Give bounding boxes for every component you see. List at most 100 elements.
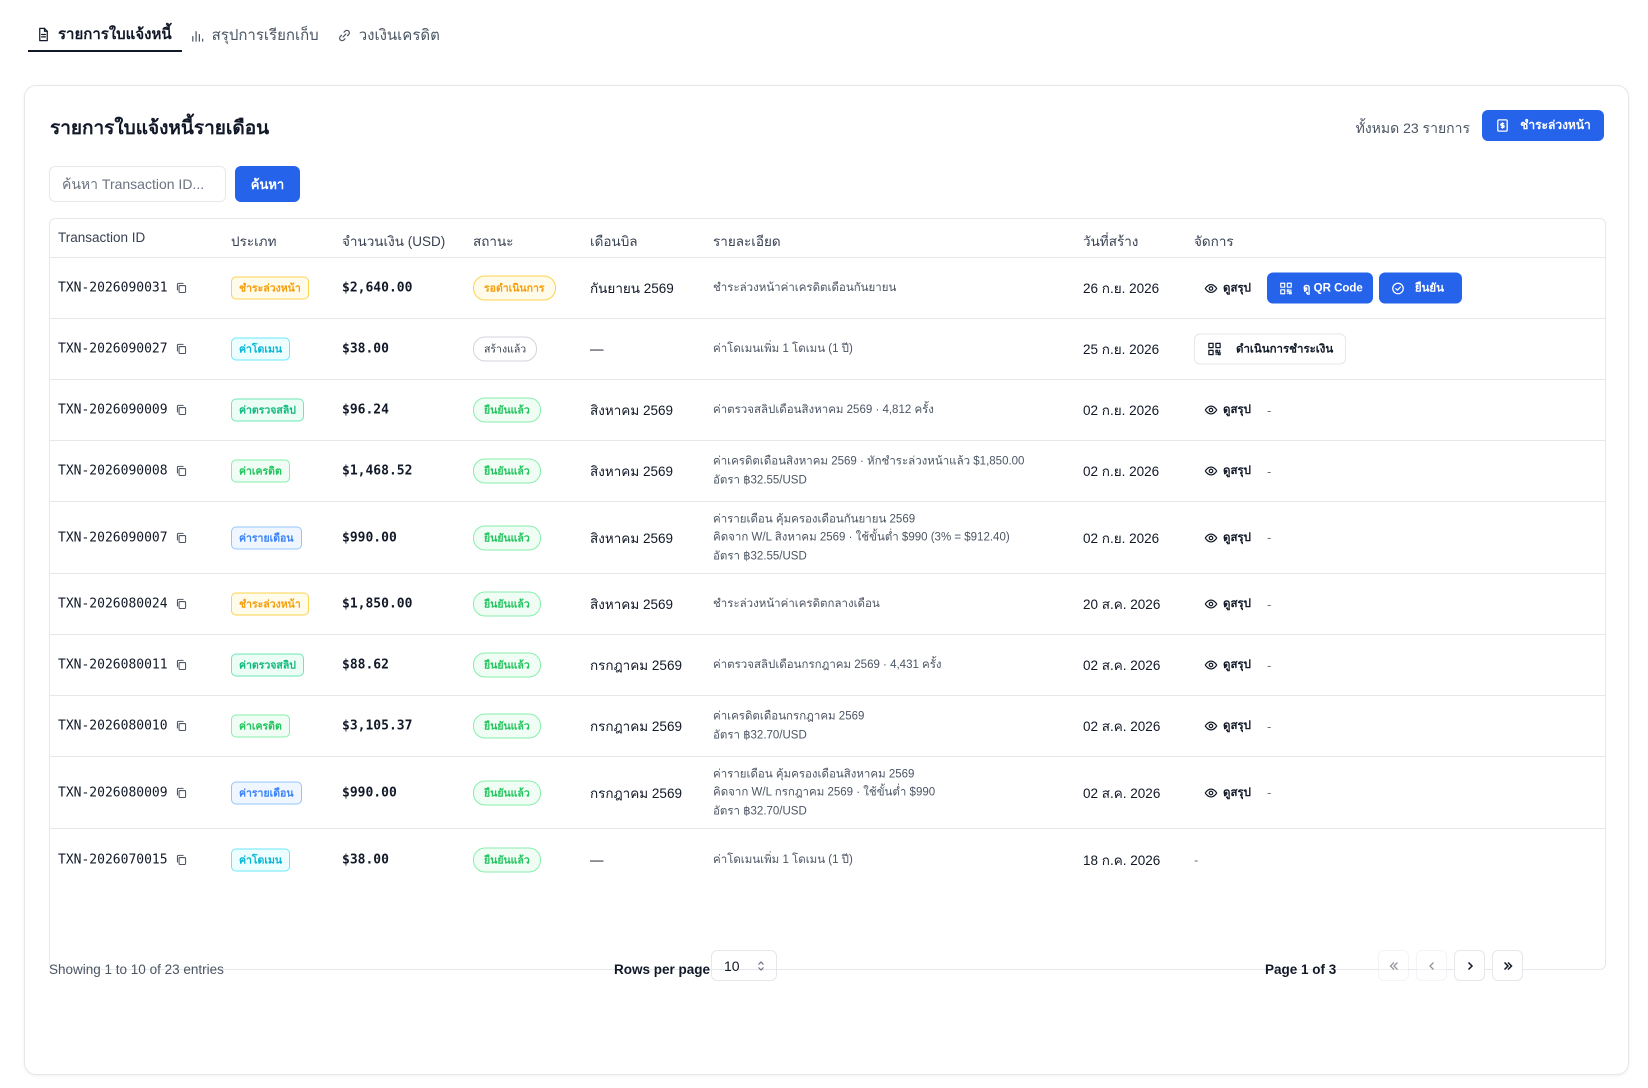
view-summary-link[interactable]: ดูสรุป — [1194, 462, 1261, 480]
table-row: TXN-2026070015 ค่าโดเมน $38.00 ยืนยันแล้… — [50, 829, 1605, 890]
process-payment-label: ดำเนินการชำระเงิน — [1236, 343, 1334, 355]
actions-cell: ดูสรุป - — [1194, 656, 1271, 674]
bill-month: สิงหาคม 2569 — [590, 403, 674, 418]
check-circle-icon — [1391, 282, 1404, 294]
status-badge: ยืนยันแล้ว — [473, 713, 541, 739]
no-action: - — [1266, 402, 1272, 418]
created-date: 02 ก.ย. 2026 — [1083, 530, 1160, 546]
first-page-button[interactable] — [1378, 950, 1409, 981]
copy-button[interactable] — [175, 853, 188, 866]
transaction-id: TXN-2026090031 — [58, 281, 188, 296]
type-badge: ค่าโดเมน — [231, 337, 291, 361]
chevrons-left-icon — [1389, 961, 1398, 970]
column-header: วันที่สร้าง — [1083, 234, 1139, 249]
next-page-button[interactable] — [1454, 950, 1485, 981]
table-row: TXN-2026080010 ค่าเครดิต $3,105.37 ยืนยั… — [50, 696, 1605, 757]
details: ค่าตรวจสลิปเดือนกรกฎาคม 2569 · 4,431 ครั… — [713, 656, 942, 675]
chevron-up-down-icon — [758, 960, 764, 971]
search-input[interactable] — [49, 166, 226, 202]
amount: $3,105.37 — [342, 718, 413, 734]
status-cell: รอดำเนินการ — [473, 275, 556, 301]
tab-2[interactable]: วงเงินเครดิต — [329, 18, 450, 52]
bar-chart-icon — [191, 30, 203, 42]
transaction-id: TXN-2026090009 — [58, 403, 188, 418]
last-page-button[interactable] — [1492, 950, 1523, 981]
actions-cell: ดูสรุป - — [1194, 462, 1271, 480]
tab-0[interactable]: รายการใบแจ้งหนี้ — [28, 18, 182, 52]
status-badge: ยืนยันแล้ว — [473, 652, 541, 678]
view-qr-button[interactable]: ดู QR Code — [1266, 272, 1373, 304]
copy-button[interactable] — [175, 531, 188, 544]
no-action: - — [1266, 657, 1272, 673]
rows-per-page-select[interactable]: 10 — [711, 950, 777, 981]
eye-icon — [1204, 532, 1218, 543]
total-count: ทั้งหมด 23 รายการ — [1355, 120, 1470, 136]
copy-button[interactable] — [175, 282, 188, 295]
prepay-button[interactable]: ชำระล่วงหน้า — [1482, 110, 1604, 141]
copy-icon — [176, 659, 186, 670]
column-header: Transaction ID — [58, 230, 146, 245]
eye-icon — [1204, 405, 1218, 415]
transaction-id: TXN-2026080010 — [58, 719, 188, 734]
view-summary-link[interactable]: ดูสรุป — [1194, 717, 1261, 735]
view-summary-link[interactable]: ดูสรุป — [1194, 529, 1261, 547]
copy-button[interactable] — [175, 720, 188, 733]
created-date: 02 ก.ย. 2026 — [1083, 403, 1160, 418]
actions-cell: ดูสรุป - — [1194, 717, 1271, 735]
view-summary-link[interactable]: ดูสรุป — [1194, 401, 1261, 419]
no-action: - — [1266, 463, 1272, 479]
detail-line: ค่าตรวจสลิปเดือนกรกฎาคม 2569 · 4,431 ครั… — [713, 658, 942, 671]
copy-button[interactable] — [175, 659, 188, 672]
transaction-id: TXN-2026090008 — [58, 464, 188, 479]
copy-button[interactable] — [175, 404, 188, 417]
type-cell: ชำระล่วงหน้า — [231, 276, 309, 300]
view-summary-link[interactable]: ดูสรุป — [1194, 595, 1261, 613]
no-action: - — [1266, 718, 1272, 734]
no-action: - — [1194, 852, 1199, 867]
details: ค่าโดเมนเพิ่ม 1 โดเมน (1 ปี) — [713, 340, 853, 359]
copy-button[interactable] — [175, 465, 188, 478]
copy-button[interactable] — [175, 786, 188, 799]
confirm-button[interactable]: ยืนยัน — [1378, 272, 1463, 304]
transaction-id-text: TXN-2026080010 — [58, 718, 168, 734]
view-summary-link[interactable]: ดูสรุป — [1194, 279, 1261, 297]
process-payment-button[interactable]: ดำเนินการชำระเงิน — [1194, 333, 1347, 365]
table-row: TXN-2026090007 ค่ารายเดือน $990.00 ยืนยั… — [50, 502, 1605, 574]
copy-button[interactable] — [175, 598, 188, 611]
amount: $38.00 — [342, 341, 389, 357]
document-icon — [39, 27, 48, 41]
tab-1[interactable]: สรุปการเรียกเก็บ — [182, 18, 329, 52]
view-summary-link[interactable]: ดูสรุป — [1194, 656, 1261, 674]
eye-icon — [1204, 721, 1218, 731]
column-header: รายละเอียด — [713, 234, 781, 249]
search-button[interactable]: ค้นหา — [235, 166, 300, 202]
type-badge: ชำระล่วงหน้า — [231, 592, 309, 616]
chevron-right-icon — [1467, 961, 1473, 970]
receipt-icon — [1497, 119, 1509, 132]
prev-page-button[interactable] — [1416, 950, 1447, 981]
details: ชำระล่วงหน้าค่าเครดิตกลางเดือน — [713, 595, 880, 614]
copy-icon — [176, 720, 186, 731]
transaction-id-text: TXN-2026090027 — [58, 341, 168, 357]
created-date: 18 ก.ค. 2026 — [1083, 852, 1161, 868]
detail-line: อัตรา ฿32.70/USD — [713, 729, 807, 741]
view-summary-label: ดูสรุป — [1223, 465, 1251, 477]
detail-line: คิดจาก W/L สิงหาคม 2569 · ใช้ขั้นต่ำ $99… — [713, 531, 1010, 544]
type-badge: ค่ารายเดือน — [231, 526, 302, 549]
transaction-id-text: TXN-2026090008 — [58, 463, 168, 479]
view-summary-link[interactable]: ดูสรุป — [1194, 784, 1261, 802]
bill-month: สิงหาคม 2569 — [590, 530, 674, 546]
status-cell: ยืนยันแล้ว — [473, 847, 541, 872]
view-summary-label: ดูสรุป — [1223, 786, 1251, 799]
copy-button[interactable] — [175, 343, 188, 356]
status-badge: สร้างแล้ว — [473, 336, 538, 362]
type-badge: ชำระล่วงหน้า — [231, 276, 309, 300]
status-badge: ยืนยันแล้ว — [473, 397, 541, 423]
type-badge: ค่าเครดิต — [231, 714, 290, 738]
actions-cell: ดูสรุป - — [1194, 401, 1271, 419]
status-badge: ยืนยันแล้ว — [473, 847, 541, 872]
no-action: - — [1266, 785, 1272, 800]
actions-cell: ดูสรุป ดู QR Code ยืนยัน — [1194, 272, 1463, 304]
detail-line: ค่ารายเดือน คุ้มครองเดือนสิงหาคม 2569 — [713, 767, 915, 780]
created-date: 02 ส.ค. 2026 — [1083, 719, 1161, 734]
